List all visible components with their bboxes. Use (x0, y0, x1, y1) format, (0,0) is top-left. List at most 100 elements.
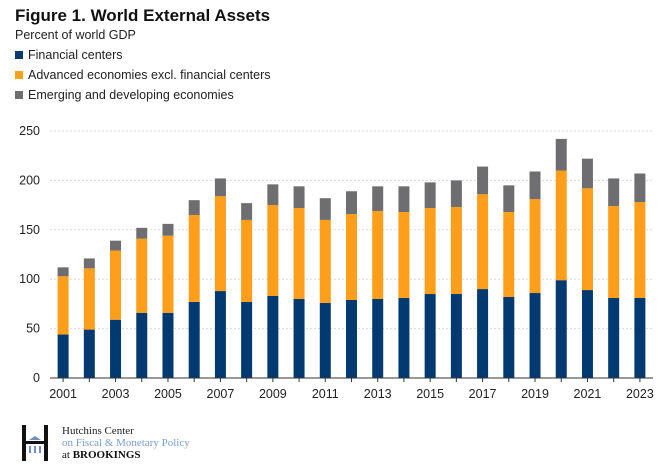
legend-item-emerging: Emerging and developing economies (15, 88, 234, 102)
bar-emerging (450, 180, 462, 208)
bar-emerging (634, 173, 646, 203)
bar-financial (555, 280, 567, 378)
bar-financial (608, 297, 620, 378)
bar-emerging (136, 227, 148, 239)
bar-financial (57, 334, 69, 378)
bar-advanced (110, 250, 122, 320)
bar-financial (398, 297, 410, 378)
bar-advanced (346, 213, 357, 300)
bar-emerging (214, 178, 226, 197)
logo-line-3-prefix: at (62, 449, 73, 461)
x-tick-label: 2019 (521, 387, 549, 401)
x-tick-label: 2007 (207, 387, 235, 401)
bar-advanced (398, 212, 410, 298)
y-tick-label: 50 (26, 322, 40, 336)
bar-emerging (529, 171, 541, 200)
bar-financial (162, 312, 174, 378)
logo-brand: BROOKINGS (72, 449, 141, 461)
logo-line-1: Hutchins Center (62, 425, 134, 437)
bar-emerging (188, 200, 200, 215)
bar-financial (529, 293, 541, 378)
bar-advanced (293, 208, 305, 299)
x-tick-label: 2013 (364, 387, 392, 401)
legend-swatch (15, 91, 23, 99)
bar-financial (372, 298, 384, 378)
bar-financial (634, 297, 646, 378)
hutchins-h-icon (22, 425, 48, 461)
bar-financial (319, 302, 331, 378)
y-tick-label: 100 (19, 272, 40, 286)
bar-financial (214, 291, 226, 378)
logo-line-2: on Fiscal & Monetary Policy (62, 437, 190, 449)
chart-title: Figure 1. World External Assets (15, 6, 271, 25)
bar-financial (477, 289, 489, 378)
bar-financial (241, 301, 253, 378)
bar-emerging (477, 166, 489, 195)
bar-advanced (241, 219, 253, 302)
bar-advanced (83, 268, 95, 330)
bar-advanced (450, 207, 462, 295)
bar-emerging (608, 178, 620, 207)
x-tick-label: 2003 (102, 387, 130, 401)
bar-emerging (581, 158, 593, 189)
bar-advanced (555, 170, 567, 281)
bar-financial (188, 301, 200, 378)
bar-advanced (477, 194, 489, 290)
bar-financial (450, 294, 462, 378)
bar-advanced (424, 208, 436, 295)
legend-item-financial: Financial centers (15, 48, 123, 62)
y-tick-label: 0 (33, 371, 40, 385)
bar-financial (110, 319, 122, 378)
bar-emerging (398, 186, 410, 213)
bar-advanced (188, 214, 200, 302)
y-tick-label: 150 (19, 223, 40, 237)
bar-financial (503, 296, 515, 378)
hutchins-logo: Hutchins Center on Fiscal & Monetary Pol… (22, 425, 190, 461)
bar-emerging (267, 184, 279, 206)
bar-emerging (503, 185, 515, 213)
bar-emerging (346, 191, 357, 214)
x-tick-label: 2001 (49, 387, 77, 401)
bar-emerging (162, 223, 174, 236)
bar-emerging (110, 240, 122, 251)
bar-advanced (267, 205, 279, 296)
bar-advanced (57, 276, 69, 335)
x-tick-label: 2009 (259, 387, 287, 401)
bar-advanced (136, 238, 148, 313)
legend-label: Emerging and developing economies (28, 88, 234, 102)
bar-advanced (372, 211, 384, 299)
legend-label: Advanced economies excl. financial cente… (28, 68, 271, 82)
bar-emerging (241, 203, 253, 220)
x-tick-label: 2021 (574, 387, 602, 401)
x-tick-label: 2017 (469, 387, 497, 401)
bar-emerging (319, 198, 331, 220)
chart-subtitle: Percent of world GDP (15, 28, 136, 42)
bar-emerging (57, 267, 69, 277)
bar-financial (83, 329, 95, 378)
bar-financial (346, 299, 357, 378)
legend-label: Financial centers (28, 48, 123, 62)
bar-emerging (293, 186, 305, 209)
legend-item-advanced: Advanced economies excl. financial cente… (15, 68, 271, 82)
bar-advanced (503, 212, 515, 297)
bar-emerging (83, 258, 95, 269)
bar-advanced (319, 219, 331, 303)
y-tick-label: 200 (19, 173, 40, 187)
bar-advanced (581, 188, 593, 291)
bar-financial (136, 312, 148, 378)
bar-financial (293, 298, 305, 378)
bar-advanced (529, 199, 541, 294)
x-tick-label: 2023 (626, 387, 654, 401)
legend-swatch (15, 51, 23, 59)
bar-financial (424, 294, 436, 378)
x-tick-label: 2005 (154, 387, 182, 401)
legend-swatch (15, 71, 23, 79)
bar-advanced (162, 235, 174, 313)
x-tick-label: 2015 (416, 387, 444, 401)
bar-emerging (555, 138, 567, 171)
bar-financial (581, 290, 593, 378)
bar-advanced (608, 206, 620, 298)
bar-emerging (424, 182, 436, 209)
x-tick-label: 2011 (312, 387, 339, 401)
